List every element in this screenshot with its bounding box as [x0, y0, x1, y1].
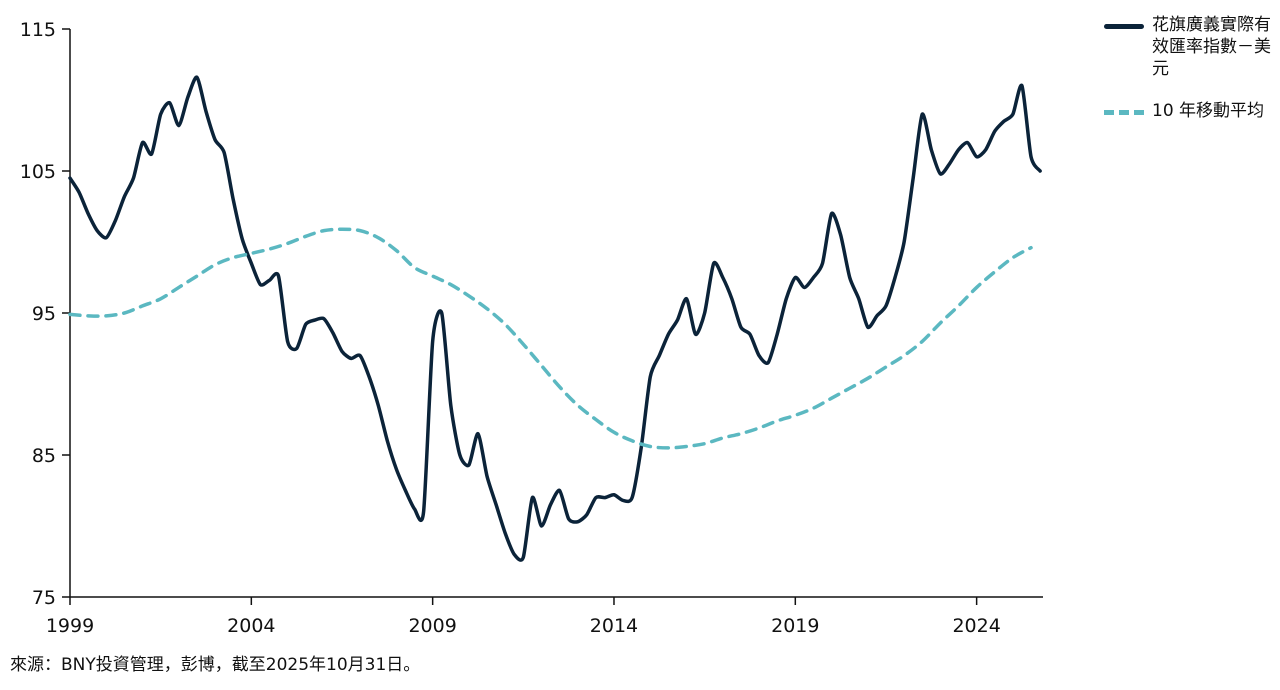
legend-item-reer: 花旗廣義實際有效匯率指數－美元 — [1104, 14, 1274, 80]
legend-swatch-solid — [1104, 24, 1144, 29]
x-tick-label: 2014 — [590, 615, 638, 637]
legend-label-reer: 花旗廣義實際有效匯率指數－美元 — [1152, 15, 1271, 79]
x-tick-label: 1999 — [46, 615, 94, 637]
x-tick-label: 2004 — [227, 615, 275, 637]
y-tick-label: 85 — [32, 445, 56, 467]
legend-swatch-dashed — [1104, 110, 1144, 115]
axes: 115 105 95 85 75 1999 2004 2009 2014 2019 2024 — [20, 19, 1043, 637]
legend: 花旗廣義實際有效匯率指數－美元 10 年移動平均 — [1104, 14, 1274, 142]
x-tick-label: 2019 — [771, 615, 819, 637]
series-line-reer — [68, 75, 1042, 562]
series-layer — [68, 75, 1042, 562]
x-tick-label: 2024 — [952, 615, 1000, 637]
x-tick-label: 2009 — [408, 615, 456, 637]
source-note: 來源：BNY投資管理，彭博，截至2025年10月31日。 — [10, 655, 421, 675]
y-tick-label: 115 — [20, 19, 56, 41]
y-tick-label: 95 — [32, 303, 56, 325]
legend-item-moving-average: 10 年移動平均 — [1104, 100, 1274, 122]
y-tick-label: 75 — [32, 587, 56, 609]
legend-label-moving-average: 10 年移動平均 — [1152, 101, 1265, 121]
y-tick-label: 105 — [20, 161, 56, 183]
series-line-moving-average — [68, 227, 1033, 450]
